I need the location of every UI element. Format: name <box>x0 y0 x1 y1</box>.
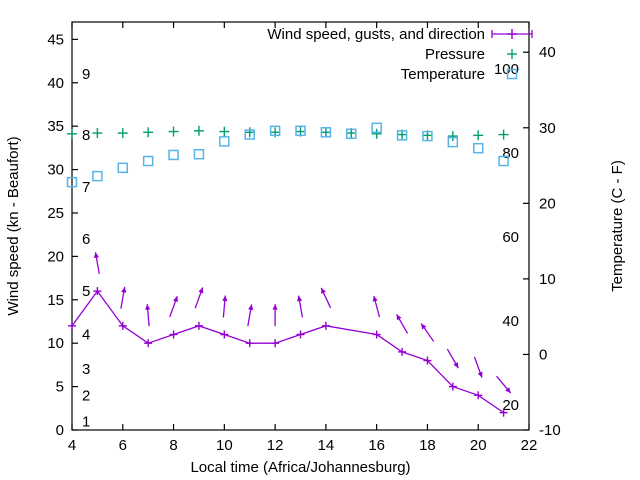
legend-label-wind: Wind speed, gusts, and direction <box>267 26 485 43</box>
wind-direction-arrowhead <box>372 295 378 302</box>
fahrenheit-label: 100 <box>494 61 519 78</box>
wind-direction-arrowhead <box>248 304 254 311</box>
x-tick-label: 16 <box>368 437 385 454</box>
temperature-point <box>244 129 255 140</box>
wind-direction-arrowhead <box>93 252 99 259</box>
x-tick-label: 14 <box>318 437 335 454</box>
beaufort-label: 2 <box>82 387 90 404</box>
y2-axis-title: Temperature (C - F) <box>609 160 626 292</box>
temperature-point <box>447 136 459 148</box>
beaufort-label: 7 <box>82 179 90 196</box>
beaufort-label: 3 <box>82 361 90 378</box>
plot-frame <box>71 21 530 431</box>
temperature-point <box>193 148 205 160</box>
beaufort-label: 6 <box>82 231 90 248</box>
wind-direction-arrowhead <box>453 362 459 369</box>
y-tick-label: 45 <box>47 31 64 48</box>
wind-direction-arrowhead <box>145 304 151 310</box>
temperature-point <box>498 155 509 167</box>
fahrenheit-label: 40 <box>502 313 519 330</box>
y2-tick-label: 0 <box>539 346 547 363</box>
wind-direction-arrowhead <box>173 296 178 303</box>
temperature-point <box>371 122 382 134</box>
legend-label-pressure: Pressure <box>425 46 485 63</box>
wind-direction-arrowhead <box>198 287 204 294</box>
y-tick-label: 15 <box>47 292 64 309</box>
temperature-point <box>320 127 332 138</box>
temperature-point <box>142 155 154 167</box>
wind-direction-arrowhead <box>272 304 278 310</box>
x-tick-label: 18 <box>419 437 436 454</box>
x-tick-label: 8 <box>169 437 177 454</box>
x-tick-label: 22 <box>521 437 538 454</box>
temperature-point <box>472 142 484 154</box>
fahrenheit-label: 20 <box>502 397 519 414</box>
beaufort-label: 8 <box>82 127 90 144</box>
y2-tick-label: 30 <box>539 120 556 137</box>
y2-tick-label: 10 <box>539 271 556 288</box>
wind-direction-arrowhead <box>477 371 483 378</box>
legend-marker-temperature <box>506 68 518 80</box>
x-tick-label: 10 <box>216 437 233 454</box>
wind-direction-arrowhead <box>321 287 326 294</box>
temperature-point <box>269 125 281 137</box>
wind-direction-arrowhead <box>121 286 127 293</box>
beaufort-label: 5 <box>82 283 90 300</box>
temperature-point <box>92 170 103 182</box>
x-axis-title: Local time (Africa/Johannesburg) <box>190 459 410 476</box>
y-tick-label: 20 <box>47 248 64 265</box>
y-tick-label: 30 <box>47 162 64 179</box>
fahrenheit-label: 80 <box>502 145 519 162</box>
y-tick-label: 10 <box>47 335 64 352</box>
temperature-point <box>117 162 129 174</box>
wind-direction-arrowhead <box>505 387 511 394</box>
temperature-point <box>422 130 433 142</box>
beaufort-label: 1 <box>82 413 90 430</box>
temperature-point <box>346 128 357 140</box>
x-tick-label: 12 <box>267 437 284 454</box>
y2-tick-label: 40 <box>539 44 556 61</box>
temperature-point <box>66 176 78 188</box>
fahrenheit-label: 60 <box>502 229 519 246</box>
y-tick-label: 40 <box>47 75 64 92</box>
y-tick-label: 25 <box>47 205 64 222</box>
beaufort-label: 9 <box>82 66 90 83</box>
y2-tick-label: -10 <box>539 422 561 439</box>
wind-direction-arrowhead <box>222 295 228 302</box>
wind-direction-arrowhead <box>396 314 402 321</box>
x-tick-label: 20 <box>470 437 487 454</box>
y-tick-label: 0 <box>56 422 64 439</box>
temperature-point <box>168 149 179 161</box>
wind-direction-arrowhead <box>296 295 303 302</box>
x-tick-label: 4 <box>68 437 76 454</box>
x-tick-label: 6 <box>119 437 127 454</box>
y2-tick-label: 20 <box>539 195 556 212</box>
y-tick-label: 5 <box>56 379 64 396</box>
temperature-point <box>219 136 230 147</box>
temperature-point <box>396 130 408 141</box>
temperature-point <box>295 125 306 137</box>
y-tick-label: 35 <box>47 118 64 135</box>
beaufort-label: 4 <box>82 327 90 344</box>
wind-direction-arrowhead <box>421 323 427 330</box>
legend-label-temperature: Temperature <box>401 66 485 83</box>
y-axis-title: Wind speed (kn - Beaufort) <box>5 136 22 315</box>
wind-speed-line <box>71 290 504 414</box>
